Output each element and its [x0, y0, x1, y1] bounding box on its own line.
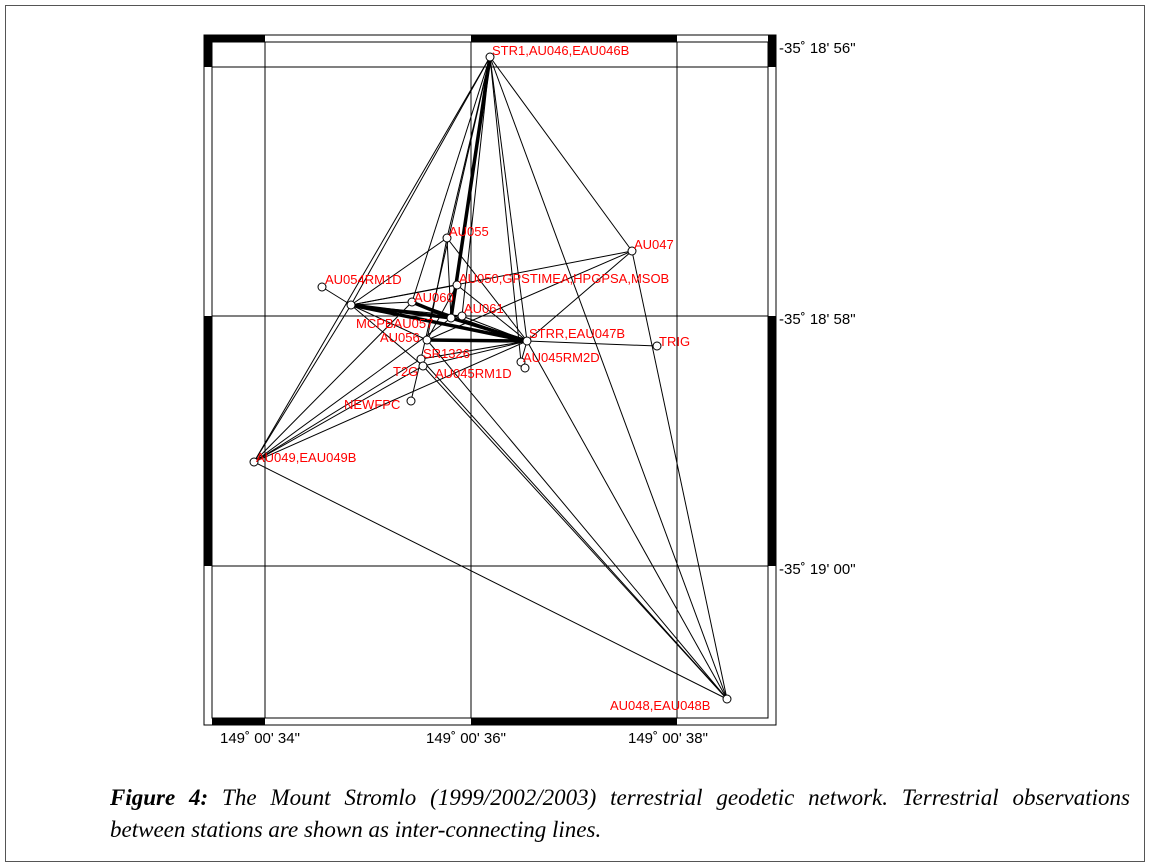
station-label-sr1326: SR1326	[423, 346, 470, 361]
station-label-au045rm1d: AU045RM1D	[435, 366, 512, 381]
station-marker-str1	[485, 52, 495, 62]
observation-line	[420, 358, 728, 700]
observation-line	[411, 56, 491, 303]
observation-line	[426, 339, 728, 700]
station-label-trig: TRIG	[659, 334, 690, 349]
observation-line	[422, 340, 528, 367]
station-marker-strr	[522, 336, 532, 346]
observation-line	[489, 56, 728, 700]
observation-line	[461, 56, 491, 317]
observation-line	[350, 237, 448, 306]
caption-text: The Mount Stromlo (1999/2002/2003) terre…	[110, 785, 1130, 842]
observation-lines	[253, 56, 728, 700]
observation-line	[253, 304, 352, 463]
observation-line	[253, 461, 728, 700]
observation-line	[350, 304, 424, 367]
map-border	[203, 34, 777, 726]
station-labels: STR1,AU046,EAU046B AU055 AU047 AU050,GPSTIM…	[256, 43, 710, 713]
station-marker-t2g	[418, 361, 428, 371]
caption-label: Figure 4:	[110, 785, 209, 810]
observation-line	[426, 284, 458, 341]
station-marker-au055	[442, 233, 452, 243]
station-label-t2g: T2G	[393, 364, 418, 379]
station-label-au050: AU050,GPSTIMEA,HPGPSA,MSOB	[459, 271, 669, 286]
observation-line	[631, 250, 728, 700]
observation-line	[350, 304, 428, 341]
station-marker-au060	[407, 297, 417, 307]
station-label-au047: AU047	[634, 237, 674, 252]
observation-line	[420, 340, 528, 360]
station-label-au056: AU056	[380, 330, 420, 345]
longitude-label-36: 149˚ 00' 36"	[426, 730, 506, 747]
station-label-au055: AU055	[449, 224, 489, 239]
observation-line	[449, 56, 492, 319]
longitude-label-38: 149˚ 00' 38"	[628, 730, 708, 747]
observation-line	[253, 365, 424, 463]
network-map: STR1,AU046,EAU046B AU055 AU047 AU050,GPSTIM…	[203, 34, 856, 747]
observation-line	[426, 338, 528, 343]
station-marker-au054	[346, 300, 356, 310]
station-marker-au048	[722, 694, 732, 704]
observation-line	[526, 340, 728, 700]
station-label-newfpc: NEWFPC	[344, 397, 400, 412]
observation-line	[489, 56, 522, 363]
station-label-au061: AU061	[464, 301, 504, 316]
latitude-label-56: -35˚ 18' 56"	[779, 40, 856, 57]
station-label-au057: MCPBAU057	[356, 316, 433, 331]
station-marker-au049	[249, 457, 259, 467]
figure-caption: Figure 4: The Mount Stromlo (1999/2002/2…	[110, 782, 1130, 846]
observation-line	[489, 56, 528, 342]
observation-line	[426, 250, 633, 341]
station-marker-newfpc	[406, 396, 416, 406]
station-marker-au050	[452, 280, 462, 290]
station-label-au049: AU049,EAU049B	[256, 450, 356, 465]
station-marker-au061	[457, 311, 467, 321]
station-marker-au045rm1d	[520, 363, 530, 373]
observation-line	[350, 303, 528, 343]
station-markers	[249, 52, 732, 704]
longitude-label-34: 149˚ 00' 34"	[220, 730, 300, 747]
latitude-label-00: -35˚ 19' 00"	[779, 561, 856, 578]
observation-line	[526, 250, 633, 342]
observation-line	[446, 237, 528, 342]
observation-line	[450, 316, 528, 343]
observation-line	[489, 56, 633, 252]
page-frame	[5, 5, 1145, 862]
observation-line	[446, 237, 452, 319]
observation-line	[422, 365, 728, 700]
observation-line	[411, 300, 452, 320]
station-label-au054rm1d: AU054RM1D	[325, 272, 402, 287]
observation-line	[526, 340, 658, 347]
observation-line	[253, 301, 413, 463]
observation-line	[253, 56, 491, 463]
station-marker-au054rm1d	[317, 282, 327, 292]
station-label-str1: STR1,AU046,EAU046B	[492, 43, 629, 58]
latitude-label-58: -35˚ 18' 58"	[779, 311, 856, 328]
station-marker-au047	[627, 246, 637, 256]
observation-line	[253, 317, 452, 463]
station-label-strr: STRR,EAU047B	[529, 326, 625, 341]
observation-line	[321, 286, 352, 306]
observation-line	[350, 301, 413, 306]
observation-line	[350, 284, 458, 306]
station-label-au045rm2d: AU045RM2D	[523, 350, 600, 365]
station-label-au060: AU060	[414, 290, 454, 305]
observation-line	[253, 340, 528, 463]
station-marker-au057	[446, 313, 456, 323]
station-marker-trig	[652, 341, 662, 351]
observation-line	[456, 284, 528, 342]
station-label-au048: AU048,EAU048B	[610, 698, 710, 713]
station-marker-au056	[422, 335, 432, 345]
observation-line	[350, 56, 491, 306]
observation-line	[253, 358, 422, 463]
